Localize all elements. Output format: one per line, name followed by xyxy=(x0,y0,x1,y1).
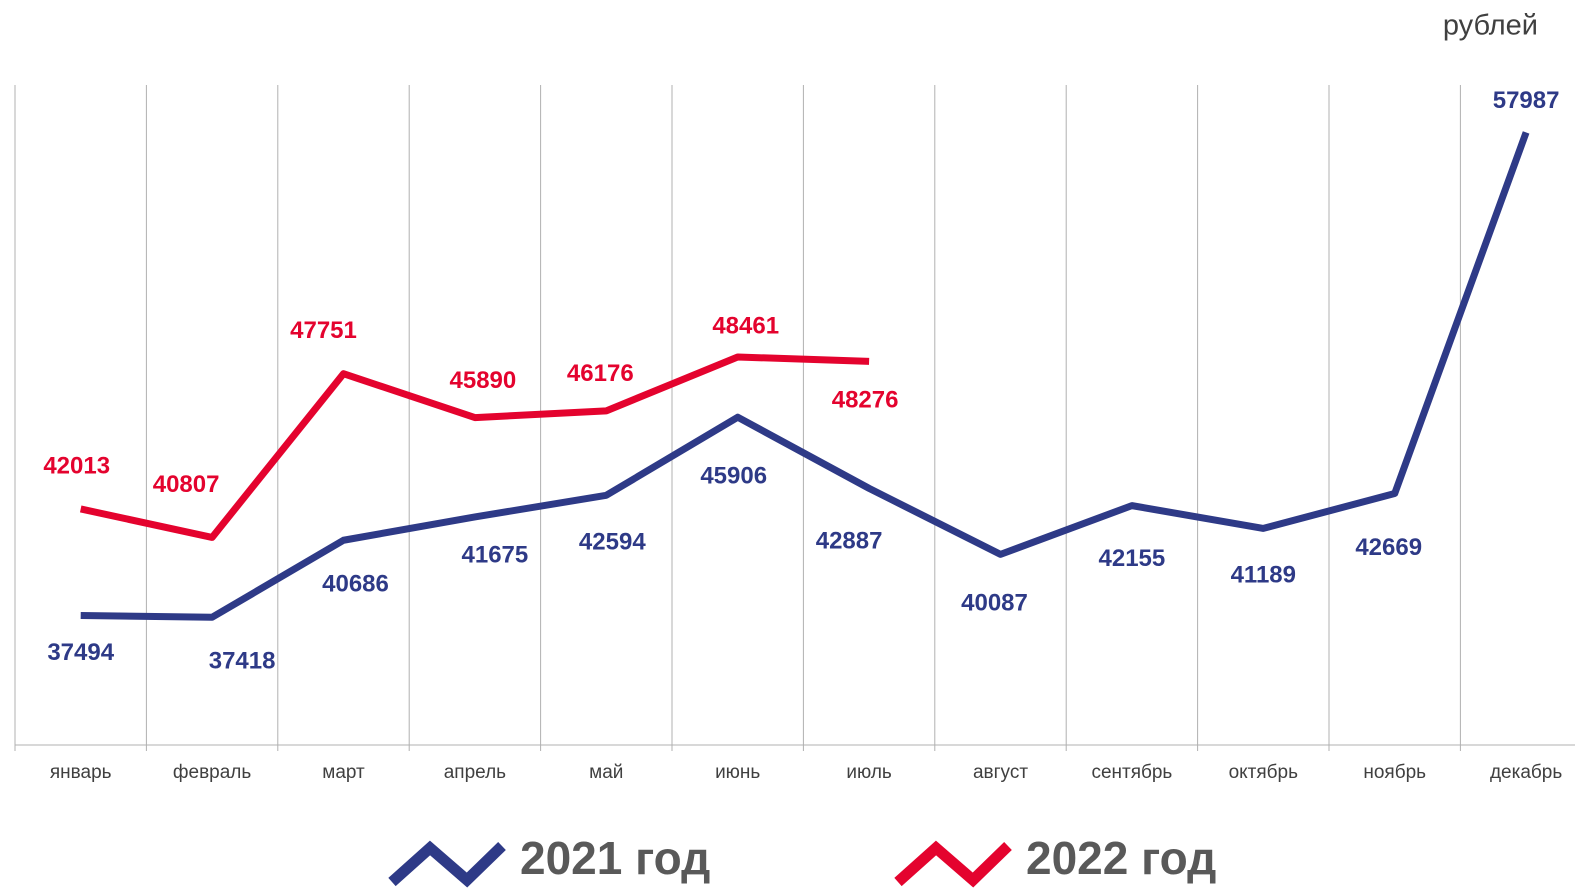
data-label: 42013 xyxy=(43,452,110,479)
data-label: 40087 xyxy=(961,590,1028,617)
data-label: 42887 xyxy=(816,528,883,555)
x-tick-label: сентябрь xyxy=(1091,762,1172,783)
data-label: 48276 xyxy=(832,387,899,414)
line-series xyxy=(80,131,1530,621)
data-label: 42594 xyxy=(579,529,646,556)
x-tick-label: май xyxy=(589,762,623,783)
data-label: 48461 xyxy=(712,312,779,339)
x-tick-label: июль xyxy=(846,762,892,783)
data-label: 37494 xyxy=(47,639,114,666)
x-tick-label: июнь xyxy=(715,762,760,783)
legend-icon xyxy=(894,840,1012,888)
legend-icon xyxy=(388,840,506,888)
x-tick-label: декабрь xyxy=(1490,762,1562,783)
x-tick-label: март xyxy=(322,762,365,783)
x-tick-label: август xyxy=(973,762,1028,783)
x-tick-label: апрель xyxy=(444,762,506,783)
data-label: 40807 xyxy=(153,471,220,498)
data-label: 45890 xyxy=(450,367,517,394)
data-label: 42155 xyxy=(1099,545,1166,572)
data-label: 40686 xyxy=(322,571,389,598)
data-label: 46176 xyxy=(567,360,634,387)
data-label: 37418 xyxy=(209,648,276,675)
legend-label: 2021 год xyxy=(520,832,710,884)
data-label: 57987 xyxy=(1493,87,1560,114)
data-label: 41675 xyxy=(462,541,529,568)
data-label: 42669 xyxy=(1355,534,1422,561)
data-label: 47751 xyxy=(290,317,357,344)
unit-label: рублей xyxy=(1443,10,1538,42)
x-tick-label: февраль xyxy=(173,762,252,783)
x-tick-label: октябрь xyxy=(1229,762,1299,783)
legend-label: 2022 год xyxy=(1026,832,1216,884)
x-tick-label: январь xyxy=(50,762,112,783)
x-tick-label: ноябрь xyxy=(1363,762,1426,783)
data-label: 41189 xyxy=(1231,562,1296,589)
line-series xyxy=(79,353,870,541)
data-label: 45906 xyxy=(700,463,767,490)
